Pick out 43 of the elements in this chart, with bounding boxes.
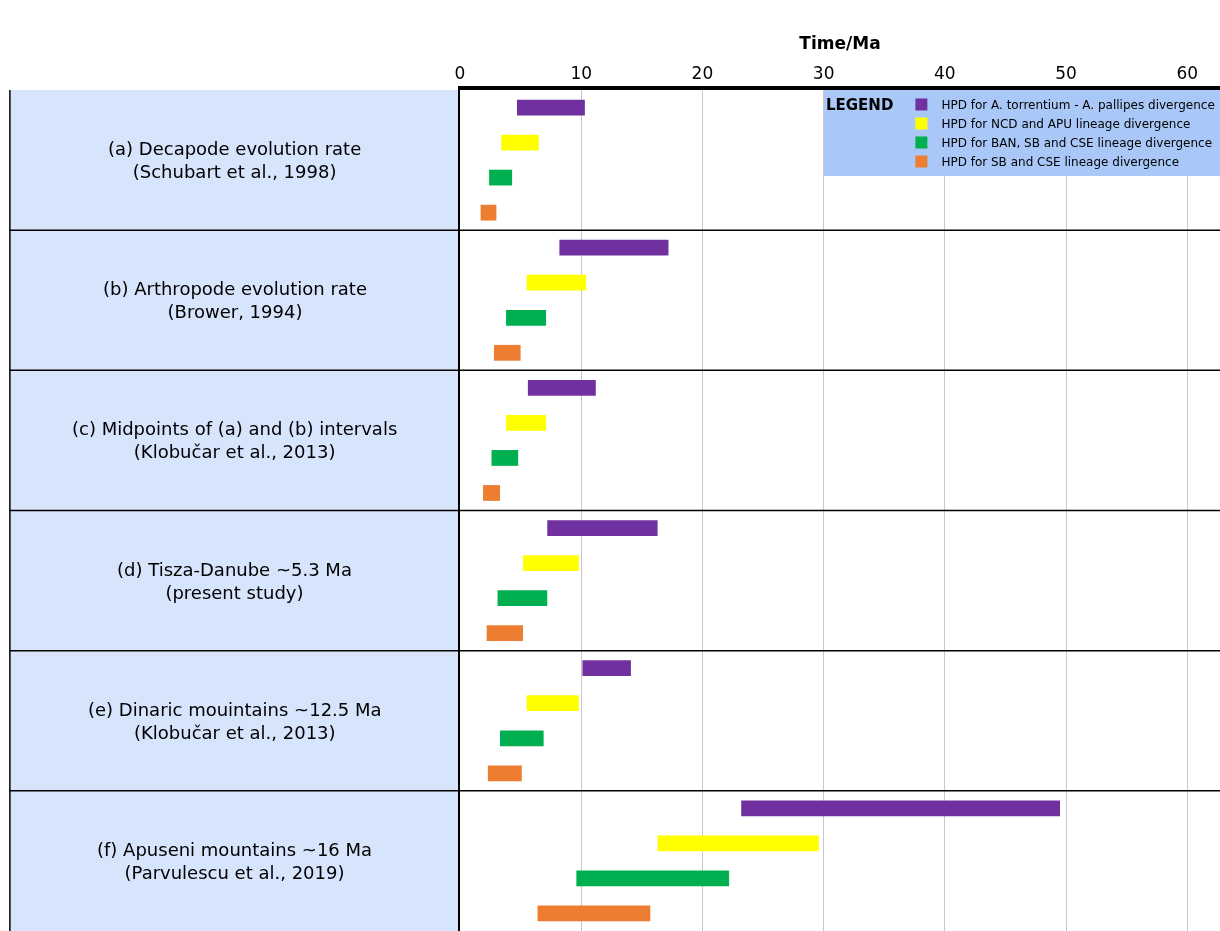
bar bbox=[526, 274, 587, 291]
bar bbox=[486, 625, 524, 642]
y-tick-label: (d) Tisza-Danube ~5.3 Ma (present study) bbox=[117, 559, 352, 604]
bar bbox=[483, 485, 500, 501]
bar bbox=[516, 99, 585, 116]
bar bbox=[559, 239, 669, 256]
legend-label: HPD for NCD and APU lineage divergence bbox=[941, 117, 1191, 132]
legend-title: LEGEND bbox=[826, 95, 894, 114]
x-tick-label: 0 bbox=[454, 63, 466, 84]
bar bbox=[547, 520, 658, 536]
y-tick-label: (b) Arthropode evolution rate (Brower, 1994) bbox=[103, 278, 367, 323]
bar bbox=[506, 309, 547, 326]
x-axis-title: Time/Ma bbox=[799, 33, 881, 54]
bar bbox=[576, 870, 730, 887]
x-tick-label: 50 bbox=[1055, 63, 1077, 84]
legend-label: HPD for SB and CSE lineage divergence bbox=[941, 155, 1180, 170]
legend-label: HPD for A. torrentium - A. pallipes divergence bbox=[941, 98, 1215, 113]
bar bbox=[537, 905, 651, 922]
x-tick-label: 60 bbox=[1176, 63, 1199, 84]
bar bbox=[657, 835, 819, 852]
x-tick-label: 30 bbox=[812, 63, 835, 84]
bar bbox=[741, 800, 1060, 817]
bar bbox=[526, 695, 579, 712]
bar bbox=[523, 555, 579, 571]
y-tick-label: (a) Decapode evolution rate (Schubart et al., 1998) bbox=[108, 138, 362, 183]
x-tick-label: 20 bbox=[691, 63, 714, 84]
y-tick-label: (f) Apuseni mountains ~16 Ma (Parvulescu et al., 2019) bbox=[97, 839, 373, 884]
bar bbox=[493, 344, 521, 361]
y-tick-label: (c) Midpoints of (a) and (b) intervals (Klobučar et al., 2013) bbox=[72, 418, 398, 463]
bar bbox=[480, 204, 497, 221]
x-tick-label: 40 bbox=[934, 63, 956, 84]
bar bbox=[487, 765, 522, 782]
bar bbox=[491, 450, 519, 466]
bar bbox=[500, 730, 544, 747]
bar bbox=[582, 660, 631, 677]
bar bbox=[497, 590, 548, 606]
bar bbox=[506, 415, 547, 431]
bar bbox=[527, 379, 596, 396]
x-tick-label: 10 bbox=[570, 63, 593, 84]
y-tick-label: (e) Dinaric mouintains ~12.5 Ma (Klobučar et al., 2013) bbox=[88, 699, 382, 744]
bar bbox=[489, 169, 513, 186]
legend-label: HPD for BAN, SB and CSE lineage divergence bbox=[941, 136, 1213, 151]
bar bbox=[501, 134, 539, 151]
